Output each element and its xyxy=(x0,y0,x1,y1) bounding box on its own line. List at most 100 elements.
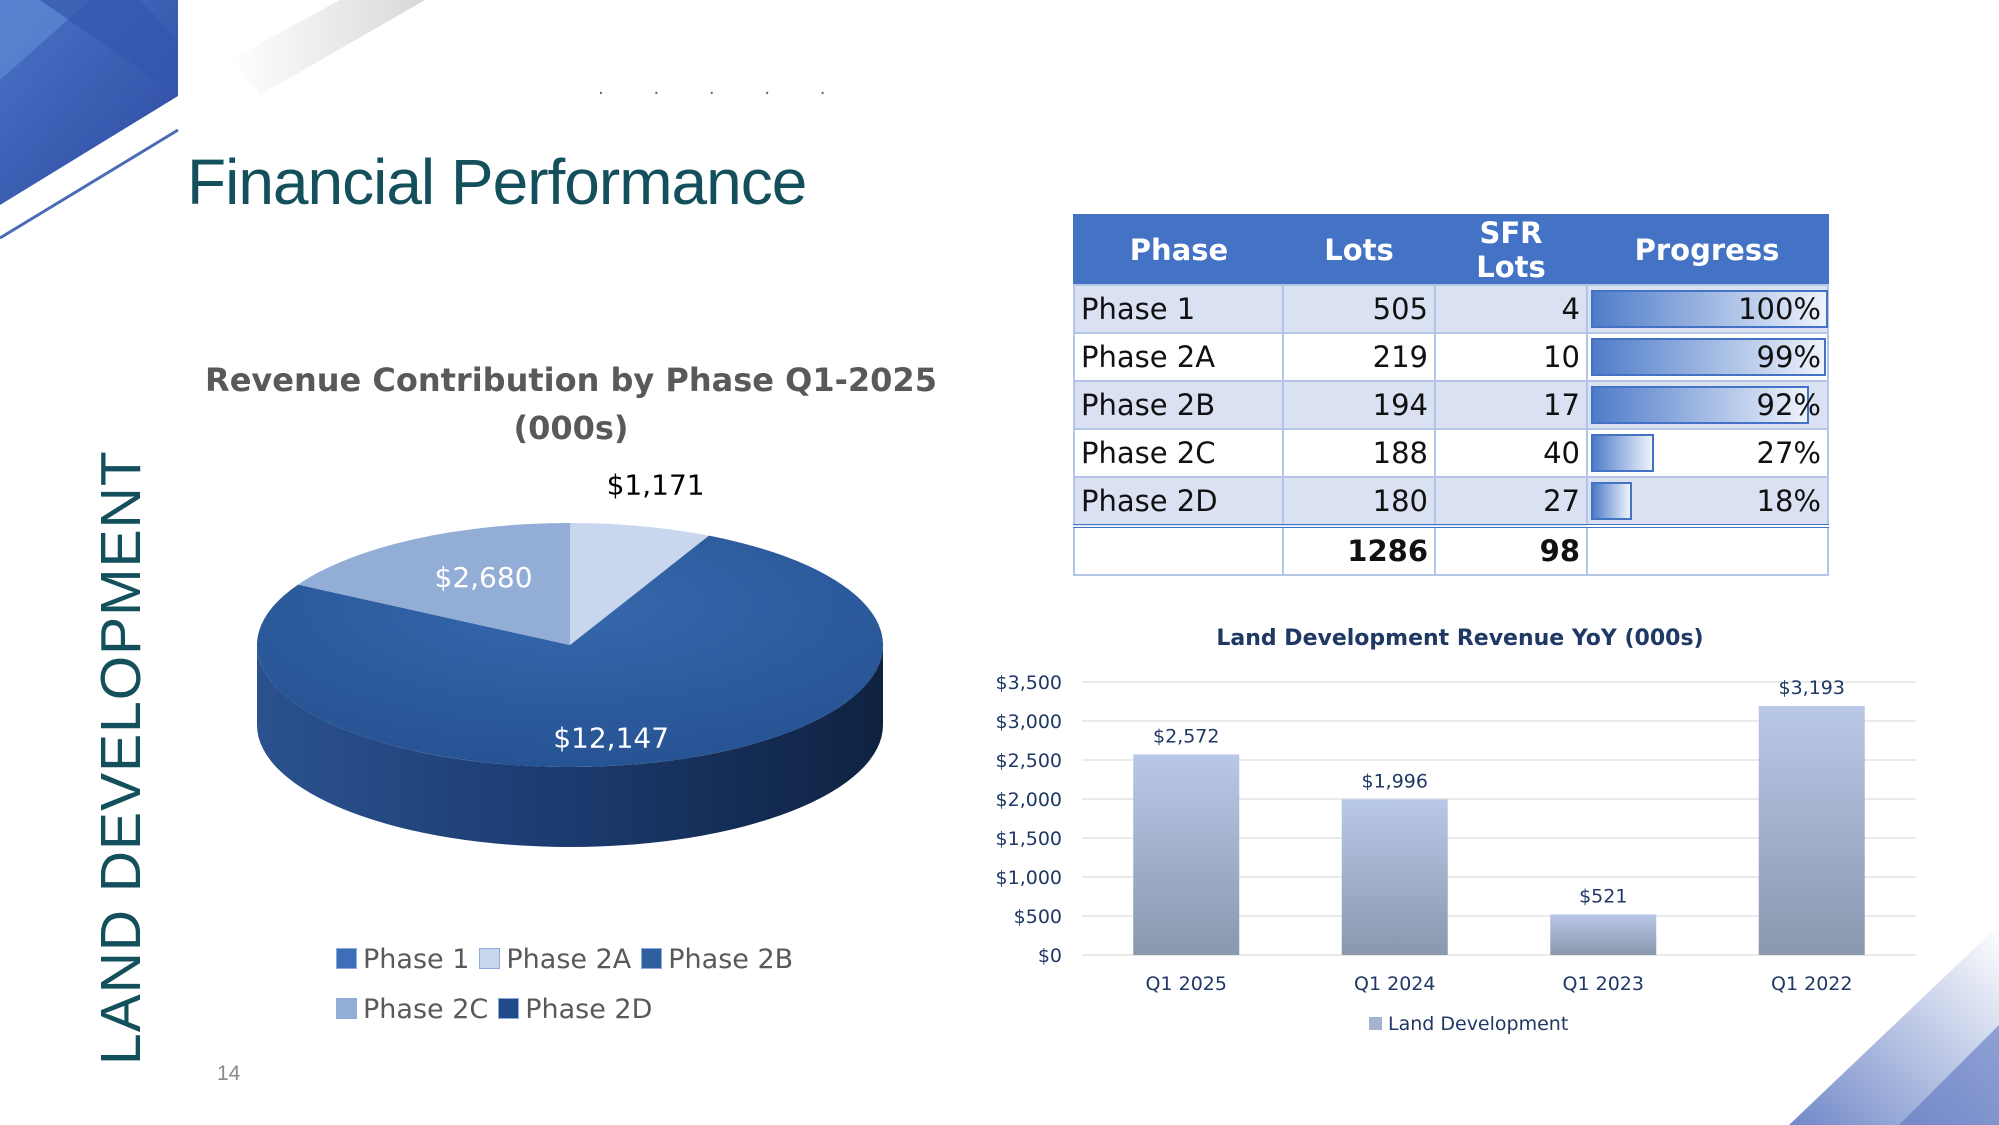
sfr-lots-cell: 27 xyxy=(1434,476,1588,527)
table-row: Phase 2A 219 10 99% xyxy=(1073,332,1829,382)
progress-bar xyxy=(1591,386,1809,424)
y-tick-label: $1,000 xyxy=(996,867,1062,889)
table-total-row: 1286 98 xyxy=(1073,524,1829,576)
legend-label: Phase 2A xyxy=(506,944,632,975)
side-section-label: LAND DEVELOPMENT xyxy=(89,450,153,1065)
legend-item: Phase 2C xyxy=(336,985,488,1035)
x-tick-label: Q1 2025 xyxy=(1146,973,1227,995)
pie-chart-title: Revenue Contribution by Phase Q1-2025 (0… xyxy=(180,356,962,452)
bar-chart: Land Development Revenue YoY (000s) $0 $50… xyxy=(996,626,1916,1035)
pie-slice-phase-2b xyxy=(257,535,883,767)
progress-cell: 18% xyxy=(1586,476,1829,527)
legend-swatch xyxy=(641,948,663,969)
progress-cell: 27% xyxy=(1586,428,1829,478)
pie-data-label: $1,171 xyxy=(607,468,705,501)
lots-cell: 219 xyxy=(1282,332,1436,382)
y-tick-label: $0 xyxy=(1038,945,1062,967)
total-sfr-lots-cell: 98 xyxy=(1434,524,1588,576)
legend-swatch xyxy=(498,998,520,1019)
progress-text: 99% xyxy=(1756,340,1821,374)
y-tick-label: $2,500 xyxy=(996,750,1062,772)
column-header-sfr-lots: SFR Lots xyxy=(1435,215,1587,285)
y-tick-label: $3,500 xyxy=(996,672,1062,694)
progress-text: 100% xyxy=(1738,292,1821,326)
lots-cell: 188 xyxy=(1282,428,1436,478)
x-tick-label: Q1 2022 xyxy=(1771,973,1852,995)
y-tick-label: $1,500 xyxy=(996,828,1062,850)
legend-swatch xyxy=(336,948,357,969)
decorative-dots: . . . . . xyxy=(598,78,848,99)
bar-data-label: $3,193 xyxy=(1779,677,1845,699)
progress-bar xyxy=(1591,290,1828,328)
x-tick-label: Q1 2024 xyxy=(1354,973,1435,995)
total-progress-cell xyxy=(1586,524,1829,576)
bar-q1-2022 xyxy=(1758,705,1865,955)
legend-label: Phase 2D xyxy=(525,994,653,1025)
pie-chart: $1,171 $12,147 $2,680 xyxy=(257,468,883,847)
progress-text: 92% xyxy=(1756,388,1821,422)
sfr-lots-cell: 4 xyxy=(1434,284,1588,334)
phase-cell: Phase 2D xyxy=(1073,476,1284,527)
column-header-phase: Phase xyxy=(1074,215,1283,285)
y-tick-label: $2,000 xyxy=(996,789,1062,811)
bar-chart-title: Land Development Revenue YoY (000s) xyxy=(1216,626,1703,651)
lots-cell: 180 xyxy=(1282,476,1436,527)
progress-cell: 99% xyxy=(1586,332,1829,382)
progress-cell: 100% xyxy=(1586,284,1829,334)
pie-slice-phase-2a xyxy=(570,523,709,645)
legend-label: Phase 1 xyxy=(363,944,470,975)
y-tick-label: $3,000 xyxy=(996,711,1062,733)
legend-swatch xyxy=(336,998,357,1019)
pie-legend: Phase 1 Phase 2A Phase 2B Phase 2C Phase 2D xyxy=(336,935,856,1035)
pie-side-wall xyxy=(257,645,883,847)
legend-swatch xyxy=(479,948,501,969)
progress-bar xyxy=(1591,434,1654,472)
progress-bar xyxy=(1591,338,1826,376)
progress-text: 18% xyxy=(1756,484,1821,518)
table-header-row: Phase Lots SFR Lots Progress xyxy=(1074,215,1828,285)
legend-item: Phase 2B xyxy=(641,935,793,985)
column-header-progress: Progress xyxy=(1587,215,1828,285)
table-row: Phase 2B 194 17 92% xyxy=(1073,380,1829,430)
y-tick-label: $500 xyxy=(1014,906,1062,928)
sfr-lots-cell: 10 xyxy=(1434,332,1588,382)
bar-data-label: $1,996 xyxy=(1362,770,1428,792)
table-row: Phase 1 505 4 100% xyxy=(1073,284,1829,334)
bar-q1-2023 xyxy=(1550,914,1657,955)
phase-cell: Phase 2B xyxy=(1073,380,1284,430)
pie-data-label: $2,680 xyxy=(435,561,533,594)
corner-decoration xyxy=(0,0,425,240)
table-row: Phase 2D 180 27 18% xyxy=(1073,476,1829,527)
total-lots-cell: 1286 xyxy=(1282,524,1436,576)
legend-swatch xyxy=(1369,1017,1382,1030)
column-header-lots: Lots xyxy=(1283,215,1435,285)
total-label-cell xyxy=(1073,524,1284,576)
pie-slice-phase-2c xyxy=(298,523,570,645)
phase-cell: Phase 1 xyxy=(1073,284,1284,334)
legend-label: Phase 2B xyxy=(668,944,794,975)
progress-text: 27% xyxy=(1756,436,1821,470)
phase-cell: Phase 2A xyxy=(1073,332,1284,382)
lots-cell: 505 xyxy=(1282,284,1436,334)
pie-subtitle-line: (000s) xyxy=(513,409,629,447)
bar-data-label: $521 xyxy=(1579,885,1627,907)
x-tick-label: Q1 2023 xyxy=(1563,973,1644,995)
progress-cell: 92% xyxy=(1586,380,1829,430)
bar-data-label: $2,572 xyxy=(1153,725,1219,747)
sfr-lots-cell: 40 xyxy=(1434,428,1588,478)
phase-cell: Phase 2C xyxy=(1073,428,1284,478)
table-row: Phase 2C 188 40 27% xyxy=(1073,428,1829,478)
page-title: Financial Performance xyxy=(187,146,807,218)
corner-decoration xyxy=(1789,925,1999,1125)
pie-data-label: $12,147 xyxy=(553,722,669,755)
legend-item: Phase 2D xyxy=(498,985,652,1035)
phase-table: Phase Lots SFR Lots Progress Phase 1 505… xyxy=(1073,214,1829,576)
pie-title-line: Revenue Contribution by Phase Q1-2025 xyxy=(205,361,937,399)
legend-label: Land Development xyxy=(1388,1013,1568,1035)
progress-bar xyxy=(1591,482,1633,520)
bar-q1-2025 xyxy=(1133,754,1240,955)
lots-cell: 194 xyxy=(1282,380,1436,430)
sfr-lots-cell: 17 xyxy=(1434,380,1588,430)
legend-item: Phase 2A xyxy=(479,935,631,985)
legend-label: Phase 2C xyxy=(363,994,489,1025)
